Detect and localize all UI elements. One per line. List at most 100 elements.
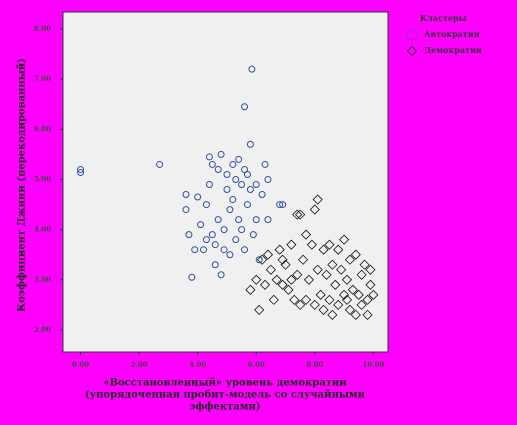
- point: [312, 194, 323, 205]
- point: [238, 226, 246, 234]
- x-tick-label: 2.00: [131, 360, 148, 369]
- point: [286, 274, 297, 285]
- point: [333, 244, 344, 255]
- point: [356, 269, 367, 280]
- point: [248, 65, 256, 73]
- point: [362, 294, 373, 305]
- y-tick-label: 5.00: [34, 174, 51, 183]
- point: [259, 279, 271, 290]
- y-tick-label: 3.00: [34, 275, 51, 284]
- point: [217, 150, 225, 158]
- point: [77, 165, 85, 173]
- point: [339, 289, 350, 300]
- point: [365, 279, 376, 290]
- point: [246, 186, 254, 194]
- point: [197, 221, 205, 229]
- point: [280, 259, 291, 270]
- point: [243, 170, 251, 178]
- point: [232, 175, 240, 183]
- point: [255, 256, 263, 264]
- point: [271, 274, 282, 285]
- plot-area: [62, 11, 389, 353]
- point: [251, 274, 262, 285]
- point: [252, 181, 260, 189]
- point: [353, 289, 364, 300]
- point: [268, 294, 279, 305]
- point: [229, 160, 237, 168]
- point: [289, 294, 300, 305]
- point: [362, 309, 373, 320]
- point: [191, 246, 199, 254]
- point: [254, 304, 265, 315]
- point: [241, 103, 249, 111]
- point: [292, 269, 303, 280]
- point: [327, 309, 338, 320]
- point: [300, 294, 312, 305]
- point: [347, 284, 358, 295]
- x-tick-label: 0.00: [72, 360, 89, 369]
- y-axis-label: Коэффициент Джини (перекодированный): [17, 58, 28, 312]
- legend-label: Демократии: [424, 45, 482, 55]
- point: [344, 304, 356, 315]
- point: [309, 299, 320, 310]
- point: [318, 244, 329, 255]
- point: [182, 191, 190, 199]
- point: [235, 155, 243, 163]
- point: [238, 181, 246, 189]
- point: [265, 264, 276, 275]
- point: [286, 239, 297, 250]
- point: [261, 160, 269, 168]
- point: [252, 216, 260, 224]
- x-tick-label: 4.00: [189, 360, 206, 369]
- point: [295, 209, 306, 220]
- point: [318, 304, 329, 315]
- point: [276, 201, 284, 209]
- point: [223, 186, 231, 194]
- point: [350, 249, 361, 260]
- point: [368, 289, 379, 300]
- point: [194, 193, 202, 201]
- point: [295, 299, 306, 310]
- point: [264, 216, 272, 224]
- point: [202, 236, 210, 244]
- point: [249, 231, 257, 239]
- point: [220, 226, 228, 234]
- point: [205, 181, 213, 189]
- point: [315, 289, 326, 300]
- x-axis-label: эффектами): [189, 402, 260, 413]
- point: [321, 269, 332, 280]
- point: [336, 264, 347, 275]
- point: [274, 244, 285, 255]
- point: [182, 206, 190, 214]
- point: [279, 201, 287, 209]
- x-tick-label: 10.00: [362, 360, 384, 369]
- legend-marker: [406, 29, 418, 41]
- point: [264, 175, 272, 183]
- point: [188, 273, 196, 281]
- point: [350, 309, 361, 320]
- point: [241, 246, 249, 254]
- point: [243, 201, 251, 209]
- legend-title: Кластеры: [420, 13, 467, 23]
- point: [200, 246, 208, 254]
- point: [185, 231, 193, 239]
- point: [283, 284, 294, 295]
- point: [205, 153, 213, 161]
- point: [339, 234, 350, 245]
- y-tick-label: 8.00: [34, 24, 51, 33]
- y-tick-label: 4.00: [34, 225, 51, 234]
- point: [211, 241, 219, 249]
- point: [258, 191, 266, 199]
- point: [303, 274, 315, 285]
- x-axis-label: (упорядоченная пробит-модель со случайны…: [85, 390, 366, 401]
- point: [277, 254, 288, 265]
- point: [330, 279, 341, 290]
- point: [262, 249, 274, 260]
- point: [341, 274, 353, 285]
- point: [344, 254, 356, 265]
- point: [214, 216, 222, 224]
- y-tick-label: 6.00: [34, 124, 51, 133]
- point: [359, 259, 370, 270]
